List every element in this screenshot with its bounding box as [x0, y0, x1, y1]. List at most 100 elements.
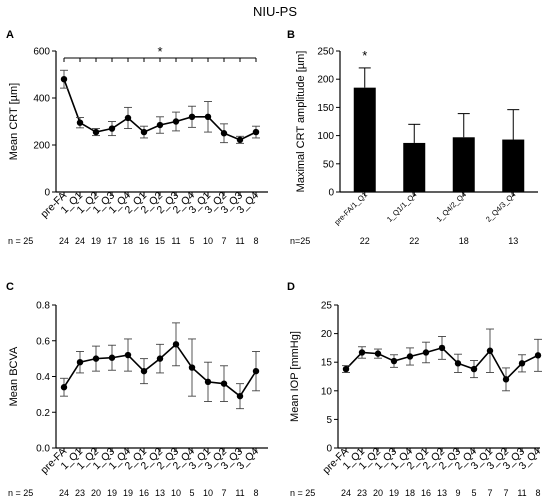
n-count: 13 [437, 488, 447, 498]
x-tick-label: 1_Q1/1_Q4 [385, 190, 419, 224]
y-tick-label: 200 [33, 141, 50, 152]
x-tick-label: 1_Q4/2_Q4 [434, 190, 468, 224]
y-tick-label: 50 [323, 159, 335, 170]
n-count: 17 [107, 236, 117, 246]
data-point [76, 359, 84, 366]
data-point [204, 113, 212, 121]
n-count: 19 [123, 488, 133, 498]
data-point [406, 353, 414, 360]
n-count: 23 [75, 488, 85, 498]
figure-title: NIU-PS [253, 4, 297, 19]
data-point [502, 376, 510, 383]
y-tick-label: 400 [33, 94, 50, 105]
data-point [140, 128, 148, 136]
n-label: n = 25 [8, 488, 33, 498]
y-tick-label: 20 [321, 329, 333, 340]
n-count: 7 [487, 488, 492, 498]
data-point [374, 350, 382, 357]
data-point [140, 367, 148, 375]
n-count: 24 [341, 488, 351, 498]
data-point [60, 76, 68, 83]
n-count: 8 [535, 488, 540, 498]
significance-asterisk: * [362, 48, 367, 63]
n-count: 16 [139, 236, 149, 246]
n-count: 5 [471, 488, 476, 498]
y-tick-label: 5 [326, 415, 332, 426]
n-count: 18 [405, 488, 415, 498]
bar [403, 142, 426, 192]
n-count: 10 [203, 236, 213, 246]
n-count: 7 [221, 236, 226, 246]
data-point [108, 125, 116, 132]
data-point [236, 392, 244, 400]
data-point [108, 354, 116, 361]
n-count: 18 [123, 236, 133, 246]
n-count: 13 [508, 236, 518, 246]
y-tick-label: 250 [317, 47, 334, 58]
n-label: n=25 [290, 236, 310, 246]
n-count: 19 [389, 488, 399, 498]
data-point [76, 119, 84, 126]
y-tick-label: 0 [326, 444, 332, 455]
n-count: 11 [171, 236, 180, 246]
n-count: 10 [203, 488, 213, 498]
n-count: 15 [155, 236, 165, 246]
data-point [92, 355, 100, 362]
x-tick-label: pre-FA/1_Q1 [332, 190, 369, 227]
n-count: 22 [360, 236, 370, 246]
n-count: 24 [59, 488, 69, 498]
n-count: 23 [357, 488, 367, 498]
n-count: 20 [91, 488, 101, 498]
n-count: 8 [253, 236, 258, 246]
n-count: 7 [221, 488, 226, 498]
n-count: 9 [455, 488, 460, 498]
data-point [172, 118, 180, 125]
data-point [156, 355, 164, 362]
panel-label: B [287, 29, 295, 41]
panel-label: D [287, 281, 295, 293]
data-point [236, 136, 244, 144]
data-point [188, 113, 196, 121]
data-point [438, 344, 446, 352]
n-count: 24 [75, 236, 85, 246]
n-label: n = 25 [290, 488, 315, 498]
n-count: 20 [373, 488, 383, 498]
n-count: 5 [189, 236, 194, 246]
y-tick-label: 150 [317, 103, 334, 114]
n-label: n = 25 [8, 236, 33, 246]
y-tick-label: 0.6 [36, 336, 50, 347]
n-count: 22 [409, 236, 419, 246]
n-count: 24 [59, 236, 69, 246]
data-point [172, 341, 180, 348]
y-tick-label: 25 [321, 301, 333, 312]
data-point [204, 378, 212, 386]
n-count: 8 [253, 488, 258, 498]
bar [502, 139, 525, 192]
n-count: 5 [189, 488, 194, 498]
panel-label: C [6, 281, 14, 293]
y-tick-label: 0.8 [36, 301, 50, 312]
n-count: 11 [235, 488, 244, 498]
y-tick-label: 0.4 [36, 372, 50, 383]
data-point [470, 365, 478, 373]
n-count: 11 [235, 236, 244, 246]
data-point [156, 121, 164, 129]
data-point [60, 384, 68, 391]
y-tick-label: 600 [33, 47, 50, 58]
n-count: 7 [503, 488, 508, 498]
data-point [124, 114, 132, 122]
bar [353, 87, 376, 192]
n-count: 10 [171, 488, 181, 498]
y-tick-label: 100 [317, 131, 334, 142]
data-point [486, 347, 494, 354]
y-tick-label: 0 [328, 188, 334, 199]
data-point [252, 367, 260, 375]
n-count: 16 [139, 488, 149, 498]
x-tick-label: 2_Q4/3_Q4 [484, 190, 518, 224]
y-tick-label: 10 [321, 386, 333, 397]
n-count: 18 [459, 236, 469, 246]
panel-label: A [6, 29, 14, 41]
n-count: 19 [107, 488, 117, 498]
data-point [358, 349, 366, 356]
